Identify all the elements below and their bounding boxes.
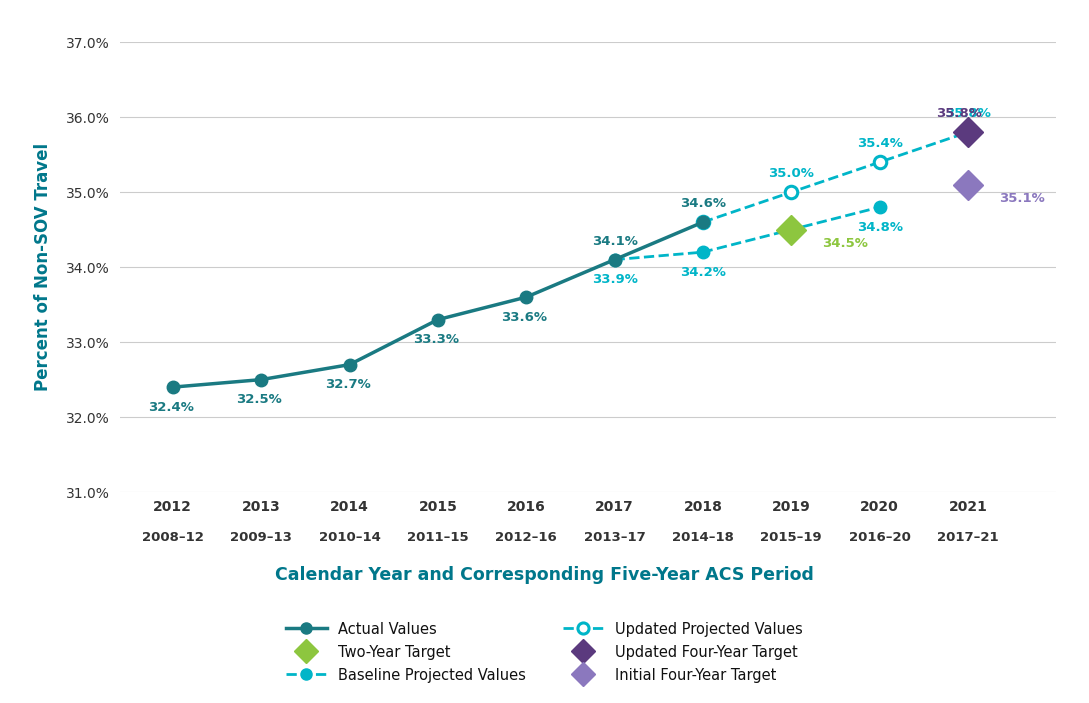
Text: 2011–15: 2011–15 bbox=[407, 531, 468, 543]
Text: 33.9%: 33.9% bbox=[591, 273, 637, 286]
Text: 34.8%: 34.8% bbox=[857, 221, 903, 233]
Text: 34.1%: 34.1% bbox=[591, 235, 637, 247]
Text: 35.1%: 35.1% bbox=[999, 192, 1044, 205]
Text: Calendar Year and Corresponding Five-Year ACS Period: Calendar Year and Corresponding Five-Yea… bbox=[276, 566, 813, 584]
Text: 2008–12: 2008–12 bbox=[142, 531, 204, 543]
Text: 33.3%: 33.3% bbox=[413, 333, 460, 346]
Text: 34.5%: 34.5% bbox=[822, 237, 868, 250]
Text: 2017–21: 2017–21 bbox=[938, 531, 999, 543]
Text: 35.4%: 35.4% bbox=[857, 137, 903, 150]
Text: 2013–17: 2013–17 bbox=[584, 531, 646, 543]
Y-axis label: Percent of Non-SOV Travel: Percent of Non-SOV Travel bbox=[35, 143, 52, 391]
Text: 2016–20: 2016–20 bbox=[848, 531, 910, 543]
Text: 2010–14: 2010–14 bbox=[319, 531, 380, 543]
Text: 32.7%: 32.7% bbox=[325, 378, 370, 391]
Text: 34.2%: 34.2% bbox=[680, 266, 726, 278]
Text: 32.4%: 32.4% bbox=[148, 401, 194, 413]
Text: 2015–19: 2015–19 bbox=[760, 531, 822, 543]
Text: 34.6%: 34.6% bbox=[680, 197, 726, 210]
Text: 2014–18: 2014–18 bbox=[672, 531, 734, 543]
Text: 35.8%: 35.8% bbox=[937, 107, 982, 120]
Text: 2012–16: 2012–16 bbox=[495, 531, 558, 543]
Text: 2009–13: 2009–13 bbox=[230, 531, 292, 543]
Legend: Actual Values, Two-Year Target, Baseline Projected Values, Updated Projected Val: Actual Values, Two-Year Target, Baseline… bbox=[280, 617, 809, 689]
Text: 32.5%: 32.5% bbox=[236, 393, 282, 406]
Text: 33.6%: 33.6% bbox=[501, 311, 548, 323]
Text: 35.8%: 35.8% bbox=[945, 107, 991, 120]
Text: 35.0%: 35.0% bbox=[769, 167, 815, 180]
